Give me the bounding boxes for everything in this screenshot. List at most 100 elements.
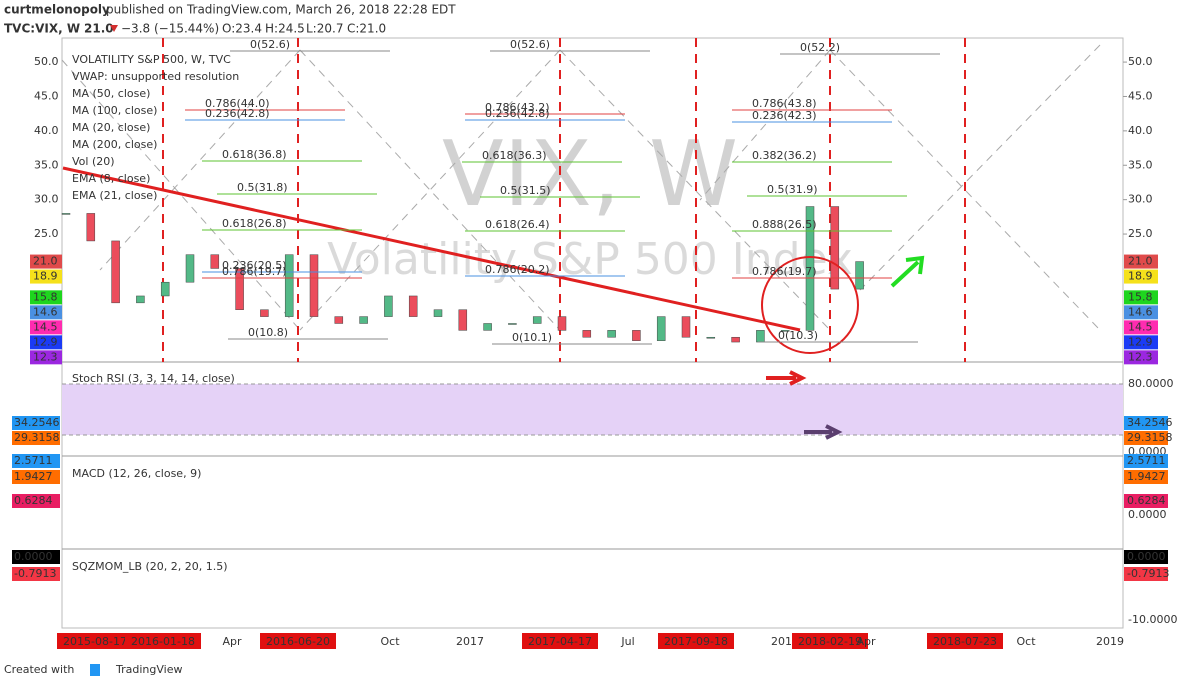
fib-label: 0.786(19.7) [752,265,817,278]
price-badge-label: 18.9 [33,270,58,283]
last-price: 21.0 [84,22,114,36]
red-arrow [766,370,807,386]
x-tick-label: 2018-02-19 [798,635,862,648]
price-badge-label: 12.9 [33,335,58,348]
gann-lines [61,44,1101,331]
candle [136,295,145,304]
fib-label: 0(10.3) [778,329,818,342]
candle [508,323,517,325]
price-badge [30,305,62,320]
price-badge [1124,335,1158,350]
price-badge [1124,350,1158,365]
price-badge-label: 14.5 [33,320,58,333]
x-tick-label: 2016-01-18 [131,635,195,648]
fib-label: 0.382(36.2) [752,149,817,162]
indicator-badge [12,431,60,445]
candle [210,254,220,269]
y-tick-label: 25.0 [34,227,59,240]
candle [532,316,542,324]
legend-entry: VOLATILITY S&P 500, W, TVC [72,53,231,66]
price-badge [30,269,62,284]
legend-entry: MA (100, close) [72,104,157,117]
fib-label: 0.5(31.9) [767,183,818,196]
price-badge-label: 14.5 [1128,320,1153,333]
fib-label: 0(10.8) [248,326,288,339]
indicator-badge [1124,431,1168,445]
fib-label: 0.236(20.5) [222,259,287,272]
footer-text: Created with [4,663,74,676]
price-badge-label: 21.0 [33,255,58,268]
date-badge [57,633,133,649]
legend-entry: MA (20, close) [72,121,150,134]
candle [284,254,294,317]
candle [309,254,319,317]
purple-arrow [804,424,843,440]
date-badge [260,633,336,649]
x-tick-label: 2019 [1096,635,1124,648]
indicator-badge-label: 34.2546 [1127,416,1173,429]
candle [756,330,765,343]
indicator-badge-label: 29.3158 [1127,431,1173,444]
fib-label: 0.618(26.8) [222,217,287,230]
price-badge [30,335,62,350]
down-arrow [110,25,118,32]
stoch-band [62,384,1123,435]
green-arrow [890,255,925,288]
candle [855,261,864,290]
footer-brand[interactable]: TradingView [115,663,182,676]
candle [86,213,96,242]
y-tick-label: 25.0 [1128,227,1153,240]
date-badge [792,633,868,649]
candle [359,316,368,324]
candle [61,213,71,215]
candle [731,336,740,343]
legend-entry: Vol (20) [72,155,115,168]
indicator-badge-label: 0.6284 [1127,494,1166,507]
fib-label: 0.786(20.2) [485,263,550,276]
indicator-badge-label: 1.9427 [1127,470,1166,483]
indicator-badge [1124,550,1168,564]
price-badge-label: 14.6 [1128,305,1153,318]
indicator-badge [12,567,60,581]
candle [780,330,790,332]
fib-label: 0.618(36.3) [482,149,547,162]
y-tick-label: 45.0 [34,89,59,102]
logo [90,664,100,676]
published: published on TradingView.com, March 26, … [106,3,456,17]
candle [185,254,195,283]
high: H:24.5 [265,22,305,36]
author[interactable]: curtmelonopoly [4,3,110,17]
legend-entry: EMA (8, close) [72,172,150,185]
x-tick-label: Jul [620,635,634,648]
indicator-badge-label: -0.7913 [14,567,56,580]
indicator-badge [1124,454,1168,468]
y-tick-label: 45.0 [1128,89,1153,102]
y-tick-label: 35.0 [34,158,59,171]
fib-label: 0.786(44.0) [205,97,270,110]
price-badge-label: 15.8 [1128,290,1153,303]
candle [160,281,170,297]
x-tick-label: 2017-09-18 [664,635,728,648]
highlight-circle [761,256,859,354]
y-tick-label: 80.0000 [1128,377,1174,390]
candle [656,316,666,341]
symbol: TVC:VIX, W [4,22,80,36]
trend-line [62,166,801,332]
indicator-badge [12,494,60,508]
drawings [61,44,1101,331]
candle [408,295,418,317]
candle [483,323,492,331]
x-tick-label: Oct [1016,635,1036,648]
indicator-badge-label: -0.7913 [1127,567,1169,580]
fib-label: 0(10.1) [512,331,552,344]
y-tick-label: 0.0000 [1128,508,1167,521]
y-tick-label: 30.0 [1128,193,1153,206]
legend-entry: EMA (21, close) [72,189,157,202]
date-badge [125,633,201,649]
price-badge-label: 18.9 [1128,270,1153,283]
close: C:21.0 [347,22,386,36]
indicator-badge [12,454,60,468]
date-badge [658,633,734,649]
indicator-badge-label: 29.3158 [14,431,60,444]
